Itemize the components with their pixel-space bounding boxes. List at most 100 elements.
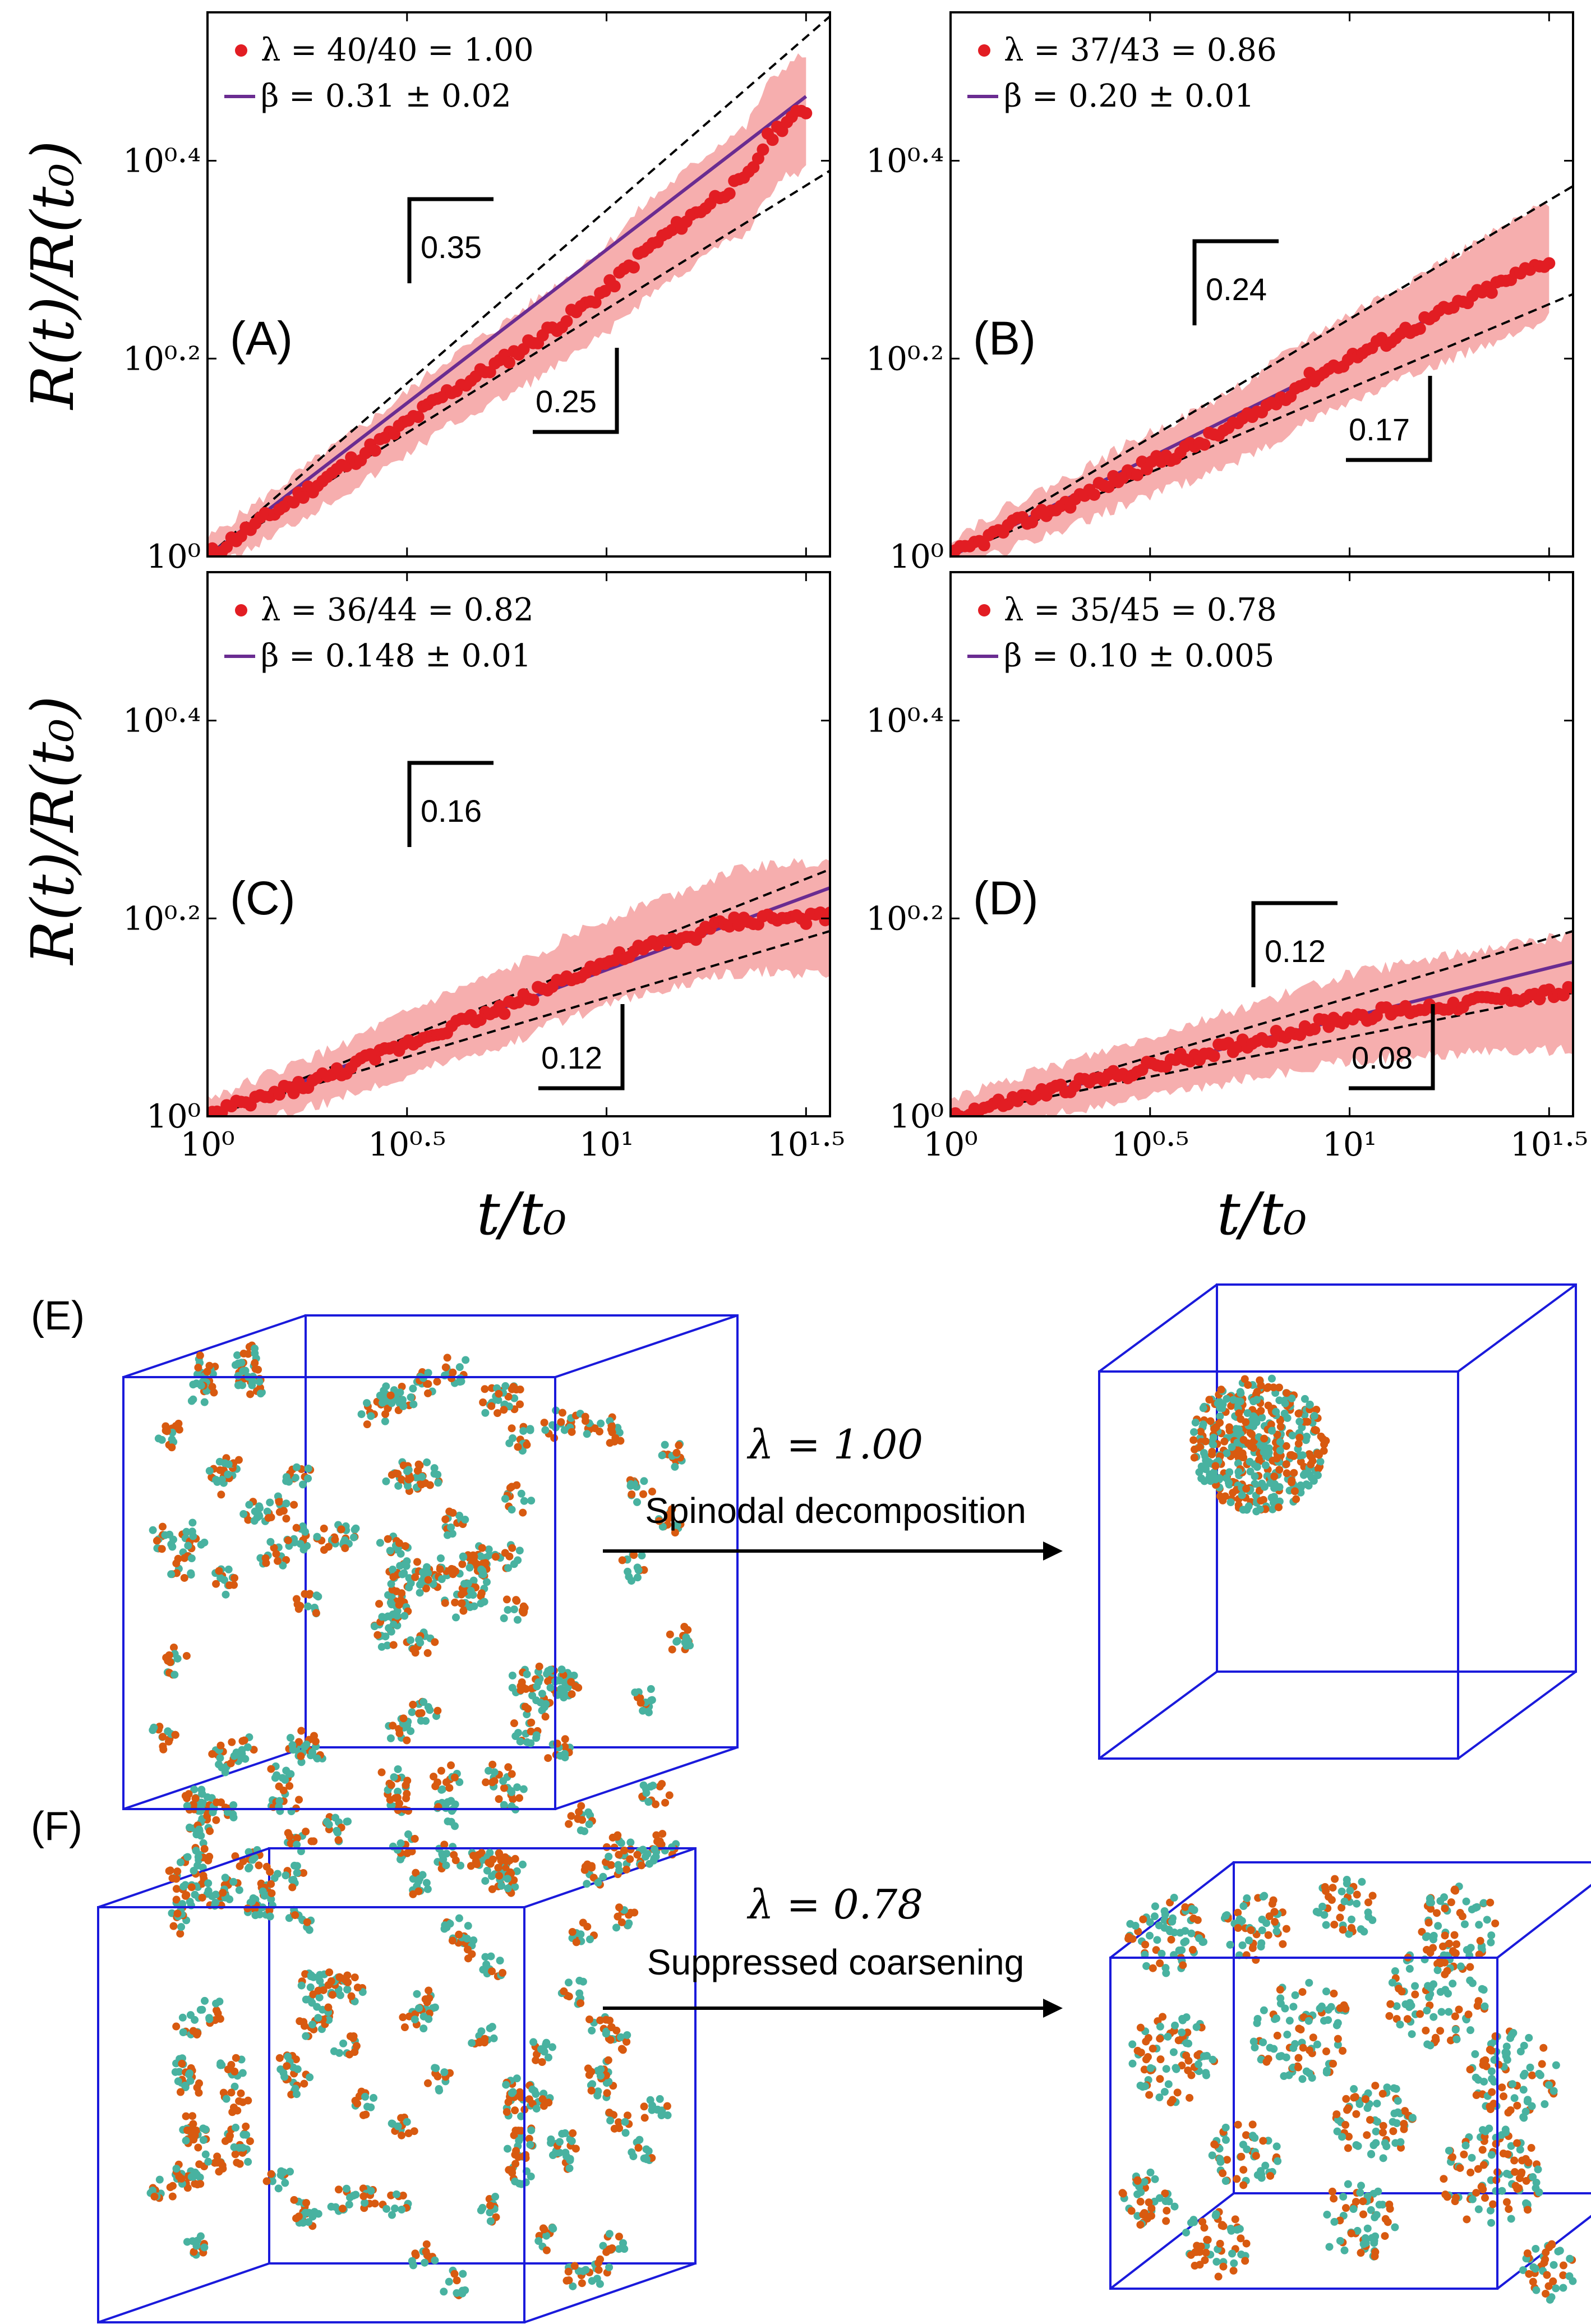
particle — [193, 2083, 201, 2092]
particle — [218, 1763, 226, 1771]
particle — [619, 2239, 628, 2247]
data-point — [220, 541, 233, 554]
particle — [505, 1439, 514, 1447]
data-point — [1088, 488, 1101, 501]
particle — [158, 1522, 167, 1531]
particle — [279, 2168, 288, 2176]
particle — [1288, 1432, 1297, 1440]
particle — [1175, 1946, 1183, 1954]
particle — [1339, 2193, 1348, 2201]
particle — [567, 1812, 575, 1820]
particle — [434, 1479, 442, 1487]
particle — [1528, 2102, 1536, 2110]
particle — [663, 2102, 671, 2110]
particle — [1455, 2005, 1463, 2014]
particle — [186, 1898, 194, 1906]
particle — [293, 1840, 301, 1849]
particle — [1220, 1437, 1229, 1446]
particle — [648, 1696, 656, 1704]
particle — [1281, 1399, 1289, 1407]
particle — [1259, 2038, 1267, 2046]
particle — [403, 1557, 411, 1566]
particle — [1385, 2012, 1394, 2020]
data-point — [502, 356, 515, 369]
particle — [1479, 2057, 1488, 2065]
particle — [1466, 2065, 1474, 2074]
particle — [1279, 1940, 1287, 1948]
particle — [1359, 2197, 1367, 2206]
particle — [335, 2049, 344, 2057]
particle — [1239, 1435, 1248, 1444]
particle — [1164, 2032, 1172, 2041]
lower-bound-line — [951, 293, 1573, 556]
particle — [398, 1570, 407, 1579]
particle — [1474, 2165, 1482, 2173]
particle — [1298, 1451, 1307, 1460]
particle — [1322, 1987, 1330, 1996]
particle — [1267, 1420, 1275, 1429]
particle — [527, 2172, 535, 2180]
particle — [153, 1536, 161, 1545]
particle — [1541, 2100, 1549, 2109]
particle — [615, 1866, 624, 1875]
particle — [419, 2012, 428, 2021]
particle — [154, 1434, 163, 1443]
particle — [1257, 2174, 1266, 2182]
particle — [538, 2058, 546, 2067]
particle — [639, 1781, 648, 1789]
particle — [306, 2073, 314, 2082]
particle — [1205, 1396, 1214, 1404]
particle — [500, 1614, 508, 1622]
particle — [1147, 2212, 1155, 2220]
legend-label-line: β = 0.148 ± 0.01 — [261, 638, 531, 674]
particle — [279, 1561, 287, 1570]
particle — [178, 2059, 186, 2068]
particle — [431, 1782, 440, 1791]
particle — [1538, 2060, 1546, 2068]
particle — [1237, 1389, 1245, 1397]
particle — [528, 2085, 537, 2093]
particle — [168, 1874, 177, 1883]
particle — [557, 1418, 565, 1426]
particle — [1128, 2040, 1137, 2049]
particle — [468, 2039, 476, 2047]
particle — [621, 2118, 629, 2126]
particle — [362, 2110, 370, 2119]
particle — [1150, 1912, 1159, 1921]
particle — [227, 1759, 235, 1768]
particle — [514, 1729, 522, 1737]
particle — [234, 1381, 242, 1389]
particle — [1483, 1916, 1491, 1924]
particle — [628, 1490, 636, 1498]
particle — [1508, 2080, 1516, 2088]
particle — [561, 1742, 569, 1751]
particle — [256, 1384, 264, 1392]
particle — [1223, 2156, 1232, 2164]
particle — [1155, 2093, 1164, 2102]
particle — [1272, 1407, 1280, 1416]
particle — [1282, 1442, 1290, 1450]
particle — [1157, 1949, 1166, 1958]
particle — [630, 1908, 639, 1917]
particle — [577, 1826, 585, 1835]
particle — [1270, 1472, 1279, 1481]
particle — [666, 1630, 674, 1639]
particle — [250, 1746, 258, 1754]
particle — [1257, 1939, 1266, 1948]
particle — [1491, 1919, 1500, 1927]
particle — [482, 1778, 490, 1787]
particle — [458, 1560, 467, 1568]
particle — [181, 1892, 190, 1900]
particle — [587, 2086, 596, 2095]
particle — [375, 1600, 384, 1608]
particle — [643, 1849, 652, 1858]
particle — [394, 1470, 402, 1478]
particle — [1200, 2052, 1208, 2060]
particle — [1445, 2008, 1453, 2016]
particle — [627, 1480, 635, 1488]
legend-label-line: β = 0.20 ± 0.01 — [1004, 78, 1255, 114]
particle — [150, 2192, 159, 2201]
particle — [409, 1400, 418, 1409]
lambda-e: λ = 1.00 — [746, 1421, 923, 1468]
particle — [292, 1595, 301, 1603]
